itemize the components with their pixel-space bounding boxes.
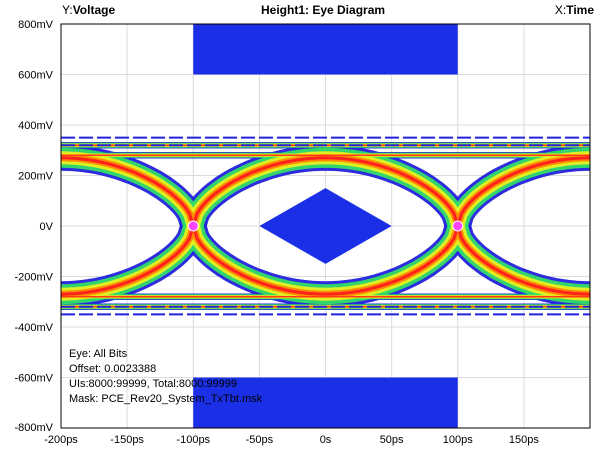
eye-traces xyxy=(61,136,590,316)
eye-trace-band xyxy=(61,156,195,228)
eye-trace-band xyxy=(456,156,590,228)
mask-bottom-region xyxy=(193,377,458,428)
y-tick-label: 800mV xyxy=(18,19,54,31)
x-tick-label: -200ps xyxy=(44,434,78,446)
y-tick-label: -800mV xyxy=(14,422,53,434)
chart-title: Height1: Eye Diagram xyxy=(261,3,386,17)
eye-trace-band xyxy=(191,224,460,296)
x-axis-name: Time xyxy=(566,3,594,17)
crossing-points xyxy=(187,220,464,232)
y-axis-prefix: Y: xyxy=(62,3,73,17)
y-tick-label: -600mV xyxy=(14,373,53,385)
x-axis-prefix: X: xyxy=(554,3,567,17)
x-tick-label: 150ps xyxy=(509,434,539,446)
crossing-point xyxy=(187,220,199,232)
mask-center-diamond xyxy=(259,188,392,264)
y-tick-label: 200mV xyxy=(18,171,54,183)
crossing-point xyxy=(452,220,464,232)
x-tick-label: -100ps xyxy=(176,434,210,446)
x-axis-title: X:Time xyxy=(555,3,594,17)
x-tick-label: 100ps xyxy=(443,434,473,446)
y-tick-label: -200mV xyxy=(14,272,53,284)
info-panel: Eye: All Bits Offset: 0.0023388 UIs:8000… xyxy=(69,348,263,405)
y-tick-label: -400mV xyxy=(14,322,53,334)
x-tick-labels: -200ps -150ps -100ps -50ps 0s 50ps 100ps 150ps xyxy=(44,434,539,446)
info-uis: UIs:8000:99999, Total:8000:99999 xyxy=(69,378,237,390)
x-tick-label: -150ps xyxy=(110,434,144,446)
x-tick-label: 50ps xyxy=(380,434,404,446)
plot-frame xyxy=(60,23,591,429)
eye-trace-band xyxy=(456,224,590,296)
x-tick-label: 0s xyxy=(320,434,332,446)
x-tick-label: -50ps xyxy=(246,434,274,446)
y-tick-label: 600mV xyxy=(18,70,54,82)
mask-regions xyxy=(193,24,458,428)
eye-trace-band xyxy=(61,224,195,296)
y-tick-label: 400mV xyxy=(18,120,54,132)
y-axis-name: Voltage xyxy=(72,3,116,17)
y-tick-label: 0V xyxy=(40,221,54,233)
info-offset: Offset: 0.0023388 xyxy=(69,363,156,375)
y-tick-labels: 800mV 600mV 400mV 200mV 0V -200mV -400mV -600mV… xyxy=(14,19,53,434)
eye-trace-band xyxy=(191,156,460,228)
info-eye: Eye: All Bits xyxy=(69,348,128,360)
info-mask: Mask: PCE_Rev20_System_TxTbt.msk xyxy=(69,393,263,405)
mask-top-region xyxy=(193,24,458,75)
y-axis-title: Y:Voltage xyxy=(62,3,115,17)
